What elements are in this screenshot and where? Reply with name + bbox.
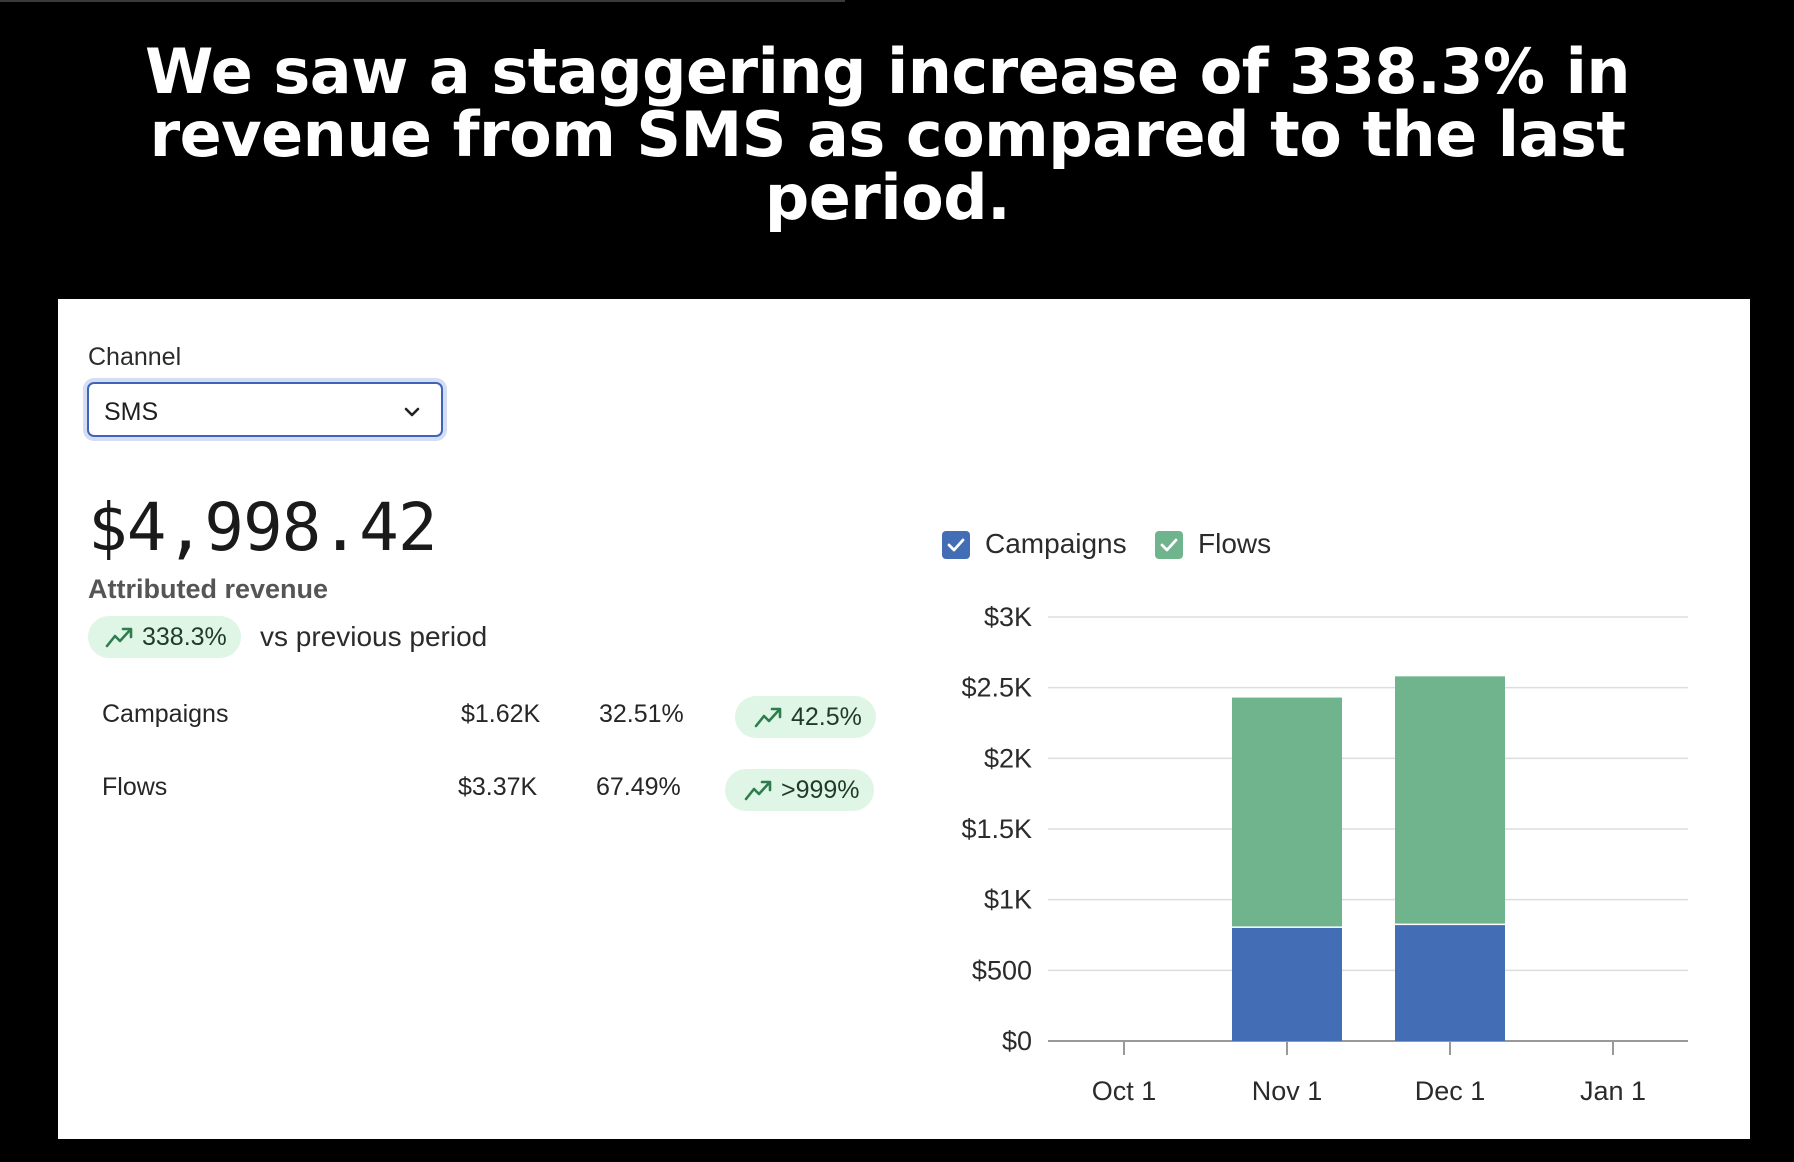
y-tick-label: $3K [984, 602, 1032, 632]
check-icon [1160, 538, 1178, 552]
channel-label: Channel [88, 343, 182, 371]
revenue-change-suffix: vs previous period [260, 621, 488, 652]
breakdown-name: Flows [102, 773, 168, 801]
trend-up-icon [754, 707, 782, 728]
y-tick-label: $1.5K [961, 814, 1032, 844]
top-border-line [0, 0, 845, 2]
chevron-down-icon [404, 407, 420, 417]
revenue-panel: Channel SMS $4,998.42 Attributed revenue… [58, 299, 1750, 1139]
attributed-revenue-value: $4,998.42 [88, 489, 438, 566]
legend-label-campaigns: Campaigns [985, 528, 1127, 559]
y-tick-label: $500 [972, 955, 1032, 985]
x-tick-label: Dec 1 [1415, 1076, 1486, 1106]
breakdown-value: $1.62K [461, 700, 541, 728]
revenue-bar-chart: $0 $500 $1K $1.5K $2K $2.5K $3K Oct 1 Nov 1 Dec 1… [961, 602, 1688, 1106]
check-icon [947, 538, 965, 552]
bar-campaigns-nov-1 [1232, 927, 1342, 1041]
bar-flows-nov-1 [1232, 697, 1342, 927]
revenue-change-badge: 338.3% [88, 616, 241, 658]
breakdown-change-badge: 42.5% [735, 696, 876, 738]
breakdown-change-badge: >999% [725, 769, 874, 811]
x-tick-label: Jan 1 [1580, 1076, 1646, 1106]
x-tick-label: Nov 1 [1252, 1076, 1323, 1106]
y-tick-label: $2.5K [961, 673, 1032, 703]
headline: We saw a staggering increase of 338.3% i… [145, 35, 1630, 234]
legend-checkbox-campaigns[interactable] [942, 531, 970, 559]
breakdown-share: 67.49% [596, 773, 681, 801]
revenue-change-value: 338.3% [142, 622, 227, 651]
breakdown-name: Campaigns [102, 700, 229, 728]
legend-checkbox-flows[interactable] [1155, 531, 1183, 559]
y-tick-label: $2K [984, 743, 1032, 773]
trend-up-icon [744, 780, 772, 801]
channel-select[interactable]: SMS [87, 382, 443, 437]
x-tick-label: Oct 1 [1092, 1076, 1157, 1106]
breakdown-value: $3.37K [458, 773, 538, 801]
y-tick-label: $0 [1002, 1026, 1032, 1056]
legend-label-flows: Flows [1198, 528, 1272, 559]
bar-flows-dec-1 [1395, 676, 1505, 924]
breakdown-share: 32.51% [599, 700, 684, 728]
bar-campaigns-dec-1 [1395, 925, 1505, 1041]
y-tick-label: $1K [984, 885, 1032, 915]
channel-select-value: SMS [104, 398, 159, 426]
breakdown-change-value: 42.5% [791, 702, 862, 731]
trend-up-icon [105, 627, 133, 648]
attributed-revenue-label: Attributed revenue [88, 574, 329, 604]
breakdown-change-value: >999% [781, 775, 860, 804]
